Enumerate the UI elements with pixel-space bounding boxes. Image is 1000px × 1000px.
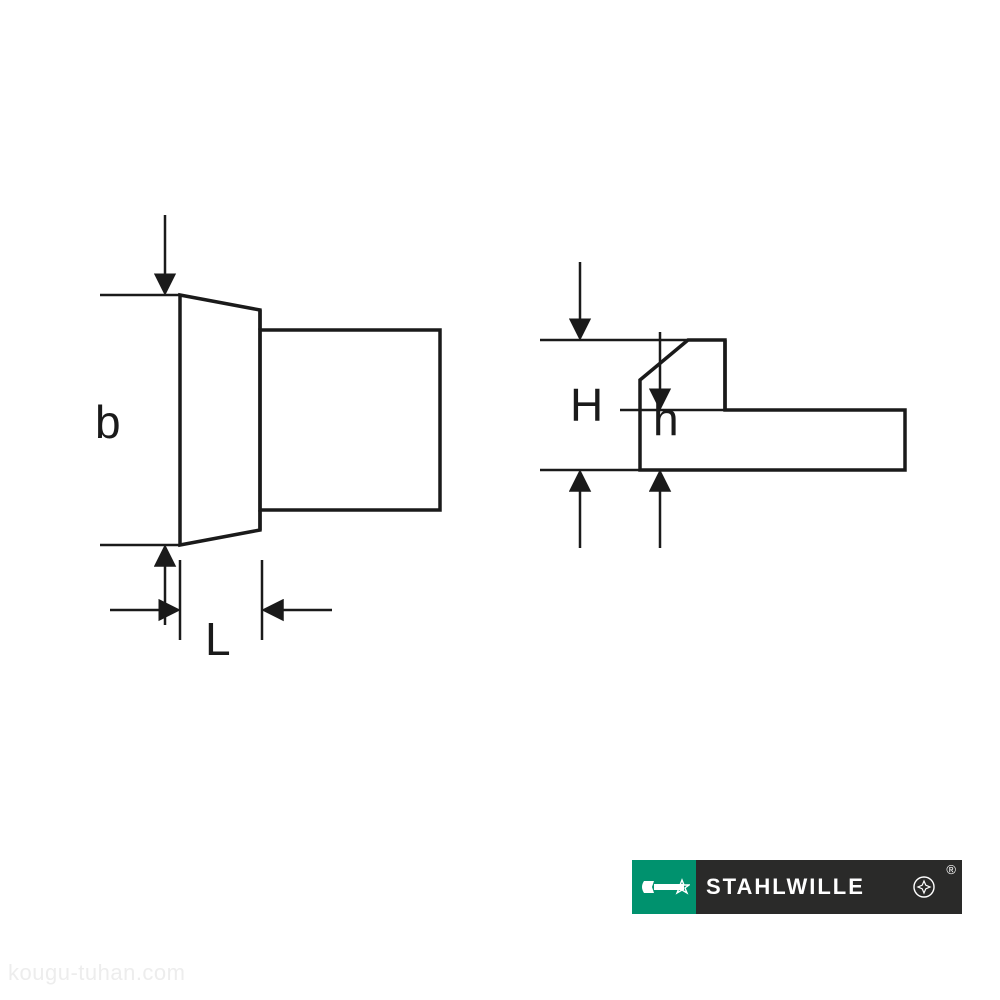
label-b: b [95, 395, 121, 449]
brand-logo: STAHLWILLE ® [632, 860, 962, 914]
technical-diagram [0, 0, 1000, 1000]
registered-mark: ® [946, 862, 956, 877]
brand-logo-text-box: STAHLWILLE ® [696, 860, 962, 914]
brand-logo-icon [632, 860, 696, 914]
label-L: L [205, 612, 231, 666]
watermark-text: kougu-tuhan.com [8, 960, 186, 986]
socket-icon [912, 875, 936, 899]
wrench-icon [638, 867, 690, 907]
label-H: H [570, 378, 603, 432]
brand-name: STAHLWILLE [706, 874, 865, 900]
label-h: h [653, 392, 679, 446]
left-view [100, 215, 440, 640]
